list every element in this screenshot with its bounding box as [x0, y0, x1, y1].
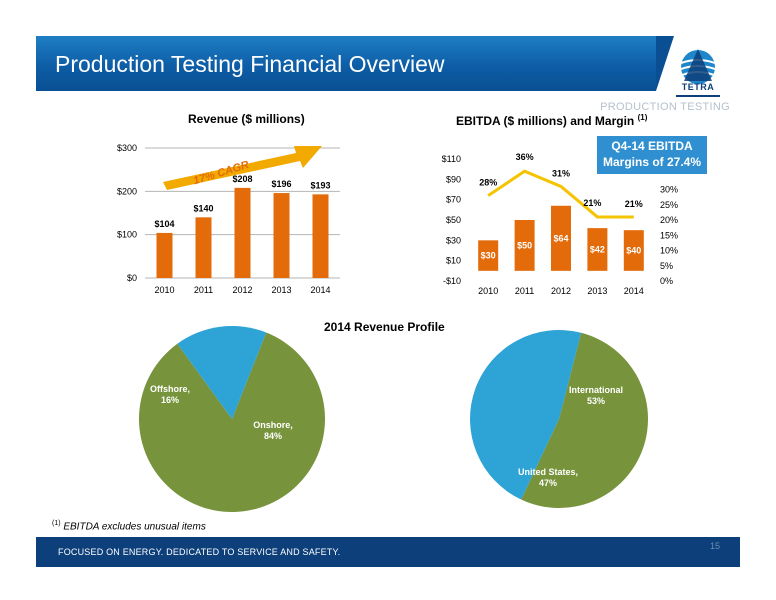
pie-percent-label: 84%: [264, 431, 282, 441]
pie-slice: [469, 329, 582, 500]
x-tick-label: 2014: [624, 286, 644, 296]
revenue-bar: [195, 217, 212, 278]
revenue-data-label: $208: [232, 174, 252, 184]
revenue-chart-title: Revenue ($ millions): [188, 112, 305, 126]
pie-category-label: Offshore,: [150, 384, 190, 394]
x-tick-label: 2013: [587, 286, 607, 296]
y-tick-label: $30: [446, 235, 461, 245]
secondary-y-tick-label: 10%: [660, 246, 678, 256]
x-tick-label: 2010: [478, 286, 498, 296]
secondary-y-tick-label: 20%: [660, 215, 678, 225]
y-tick-label: -$10: [443, 276, 461, 286]
revenue-data-label: $196: [271, 179, 291, 189]
revenue-data-label: $193: [310, 180, 330, 190]
cagr-arrow: [163, 146, 322, 190]
logo-text: TETRA: [681, 82, 715, 92]
ebitda-bar: [514, 220, 535, 271]
revenue-data-label: $140: [193, 203, 213, 213]
margin-data-label: 21%: [625, 199, 643, 209]
secondary-y-tick-label: 25%: [660, 200, 678, 210]
pie-percent-label: 16%: [161, 395, 179, 405]
secondary-y-tick-label: 0%: [660, 276, 673, 286]
secondary-y-tick-label: 15%: [660, 230, 678, 240]
pie-percent-label: 53%: [587, 396, 605, 406]
ebitda-margin-callout: Q4-14 EBITDA Margins of 27.4%: [597, 136, 707, 174]
footnote: (1) EBITDA excludes unusual items: [52, 520, 206, 532]
header-bar: [36, 36, 674, 91]
y-tick-label: $300: [117, 143, 137, 153]
x-tick-label: 2012: [551, 286, 571, 296]
margin-data-label: 21%: [583, 198, 601, 208]
pie-category-label: United States,: [518, 467, 578, 477]
y-tick-label: $90: [446, 174, 461, 184]
x-tick-label: 2010: [154, 285, 174, 295]
revenue-bar: [273, 193, 290, 278]
ebitda-bar: [478, 240, 499, 271]
margin-data-label: 31%: [552, 168, 570, 178]
y-tick-label: $50: [446, 215, 461, 225]
ebitda-data-label: $50: [517, 240, 532, 250]
ebitda-data-label: $64: [553, 233, 568, 243]
callout-line-1: Q4-14 EBITDA: [611, 139, 693, 153]
logo-underline: [676, 95, 720, 97]
ebitda-data-label: $30: [481, 251, 496, 261]
secondary-y-tick-label: 5%: [660, 261, 673, 271]
ebitda-title-text: EBITDA ($ millions) and Margin: [456, 114, 635, 128]
secondary-y-tick-label: 30%: [660, 185, 678, 195]
x-tick-label: 2014: [310, 285, 330, 295]
x-tick-label: 2011: [194, 285, 213, 295]
y-tick-label: $10: [446, 256, 461, 266]
margin-line: [487, 169, 634, 219]
revenue-data-label: $104: [154, 219, 174, 229]
pie-percent-label: 47%: [539, 478, 557, 488]
ebitda-title-footnote-marker: (1): [637, 113, 648, 122]
footer-tagline: FOCUSED ON ENERGY. DEDICATED TO SERVICE …: [58, 547, 341, 557]
margin-data-label: 28%: [479, 178, 497, 188]
ebitda-bar: [587, 228, 608, 271]
ebitda-data-label: $42: [590, 244, 605, 254]
ebitda-bar: [623, 230, 644, 271]
y-tick-label: $100: [117, 230, 137, 240]
x-tick-label: 2012: [232, 285, 252, 295]
y-tick-label: $70: [446, 195, 461, 205]
revenue-bar: [234, 187, 251, 278]
revenue-bar: [312, 194, 329, 278]
pie-category-label: International: [569, 385, 623, 395]
pie-slice: [177, 326, 267, 419]
page-title: Production Testing Financial Overview: [55, 51, 445, 77]
section-tag: PRODUCTION TESTING: [600, 101, 730, 113]
y-tick-label: $200: [117, 186, 137, 196]
margin-data-label: 36%: [516, 152, 534, 162]
y-tick-label: $0: [127, 273, 137, 283]
footer-bar: [36, 537, 740, 567]
revenue-bar: [156, 232, 173, 278]
pie-slice: [521, 332, 648, 508]
revenue-profile-title: 2014 Revenue Profile: [324, 320, 445, 334]
pie-slice: [138, 332, 326, 512]
y-tick-label: $110: [442, 154, 461, 164]
tetra-logo: [680, 49, 716, 84]
ebitda-chart-title: EBITDA ($ millions) and Margin (1): [456, 113, 647, 128]
x-tick-label: 2011: [515, 286, 534, 296]
footnote-text: EBITDA excludes unusual items: [63, 521, 206, 533]
footnote-marker: (1): [52, 520, 61, 527]
callout-line-2: Margins of 27.4%: [602, 155, 702, 169]
x-tick-label: 2013: [271, 285, 291, 295]
ebitda-data-label: $40: [626, 246, 641, 256]
page-number: 15: [709, 541, 720, 551]
ebitda-bar: [551, 205, 571, 271]
pie-category-label: Onshore,: [253, 420, 293, 430]
